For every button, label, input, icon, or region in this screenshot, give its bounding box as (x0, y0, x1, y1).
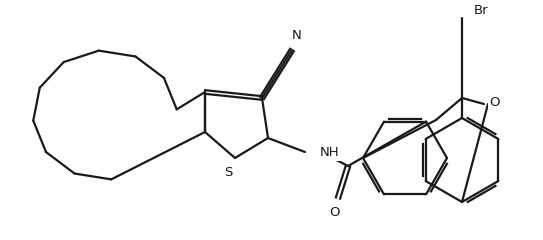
Text: O: O (490, 96, 500, 108)
Text: S: S (224, 166, 232, 179)
Text: Br: Br (474, 4, 489, 17)
Text: NH: NH (320, 146, 339, 160)
Text: N: N (292, 29, 302, 42)
Text: O: O (330, 205, 340, 218)
